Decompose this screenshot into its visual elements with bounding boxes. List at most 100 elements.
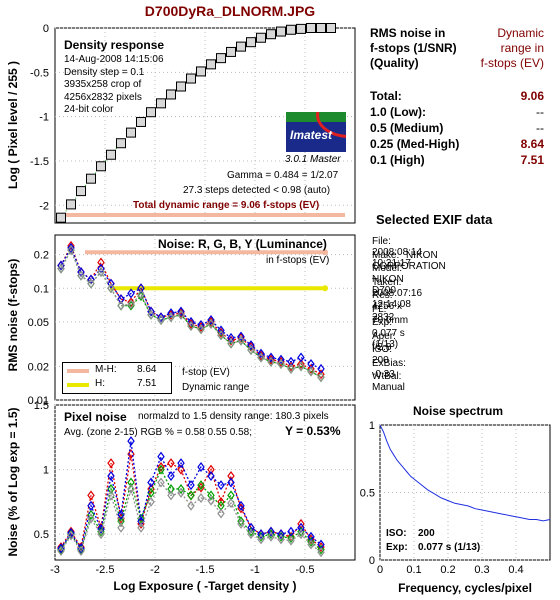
pixel-noise-x-label: Log Exposure ( -Target density ) [113,579,296,593]
noise-point-gray [287,363,295,374]
pixel-noise-avg: Avg. (zone 2-15) RGB % = 0.58 0.55 0.58; [64,427,252,438]
y-tick-label: 0 [369,555,375,567]
pixel-noise-norm: normalzd to 1.5 density range: 180.3 pix… [138,411,329,422]
pixel-noise-title: Pixel noise [64,410,127,424]
summary-row-label: 1.0 (Low): [370,105,426,119]
exif-row: Aper:f/2.8 [372,331,406,353]
density-step-point [286,24,296,35]
spectrum-marks [379,424,551,522]
exif-row: File:2008:08:14 10:21:17 [372,236,422,269]
exif-row: Res:4256 x 2832 [372,290,406,323]
pixel-point-gray [127,483,135,494]
noise-point-gray [237,335,245,346]
pixel-point-gray [227,498,235,509]
density-step-point [316,23,326,33]
pixel-noise-x-ticks: -3 -2.5 -2 -1.5 -1 -0.5 [50,564,314,576]
summary-header-right-line: range in [500,41,544,55]
pixel-point-gray [137,522,145,533]
pixel-point-red [217,496,225,507]
summary-header-right-line: Dynamic [497,26,544,40]
spectrum-x-label: Frequency, cycles/pixel [398,581,532,595]
exif-value: 70.0mm [372,314,409,326]
noise-ev-marks [57,240,325,383]
pixel-point-blue [147,477,155,488]
pixel-series-line-red [60,453,322,549]
density-step-point [126,127,136,138]
y-tick-label: 1 [369,420,375,432]
pixel-point-gray [307,539,315,550]
density-info-line: 14-Aug-2008 14:15:06 [64,54,164,65]
exif-value: 2008:08:14 10:21:17 [372,247,423,269]
density-step-point [56,212,66,223]
noise-point-gray [177,309,185,320]
density-step-point [116,138,126,149]
spectrum-y-ticks: 10.50 [360,420,375,567]
pixel-point-red [207,464,215,475]
noise-point-gray [227,338,235,349]
y-tick-label: 0 [43,23,49,35]
noise-point-blue [137,283,145,294]
exif-value: 200 [372,355,389,366]
density-step-point [196,66,206,77]
density-info-line: 4256x2832 pixels [64,91,142,103]
density-step-point [176,81,186,92]
pixel-noise-y-value: Y = 0.53% [285,424,341,438]
pixel-point-gray [237,518,245,529]
y-tick-label: 1 [43,465,49,477]
noise-point-blue [157,312,165,323]
density-step-point [136,116,146,127]
noise-point-red [307,363,315,374]
exif-key: WtBal: [372,371,402,382]
exif-row: WtBal:Manual [372,371,406,393]
spectrum-exp-value: 0.077 s (1/13) [418,542,481,553]
pixel-point-blue [107,471,115,482]
exif-value: NIKON D700 [372,274,404,296]
noise-point-gray [187,320,195,331]
density-info-line: Density step = 0.1 [64,66,145,78]
pixel-noise-y-ticks: 1.5 1 0.5 [34,400,49,541]
y-tick-label: -1.5 [30,156,49,168]
noise-point-blue [107,278,115,289]
noise-point-blue [227,332,235,343]
noise-point-gray [77,270,85,281]
pixel-point-gray [297,529,305,540]
noise-point-gray [257,352,265,363]
noise-point-gray [117,300,125,311]
exif-row: Model:NIKON D700 [372,263,406,296]
noise-point-gray [137,289,145,300]
page-title: D700DyRa_DLNORM.JPG [144,3,316,19]
summary-row-value: -- [536,105,544,119]
exif-key: Res: [372,290,393,301]
gamma-text: Gamma = 0.484 = 1/2.07 [227,170,339,181]
pixel-point-blue [87,500,95,511]
density-step-point [156,98,166,109]
pixel-series-line-green [60,468,322,552]
exif-row: Make: NIKON CORPORATION [372,250,446,272]
pixel-point-blue [297,522,305,533]
pixel-point-blue [197,462,205,472]
density-step-point [306,23,316,33]
noise-point-gray [87,278,95,289]
exif-key: ISO: [372,344,393,355]
exif-value: 2008:07:16 12:14:08 [372,287,423,310]
pixel-point-blue [277,529,285,540]
pixel-point-gray [257,534,265,545]
y-tick-label: -1 [39,112,49,124]
density-step-point [96,161,106,172]
pixel-point-gray [107,490,115,501]
dynamic-range-band-end [322,249,328,256]
pixel-point-red [227,471,235,482]
total-dr-text: Total dynamic range = 9.06 f-stops (EV) [133,200,320,211]
density-step-point [216,53,226,64]
x-tick-label: -1 [250,564,260,576]
x-tick-label: 0.2 [440,564,455,576]
x-tick-label: -3 [50,564,60,576]
pixel-point-red [67,526,75,537]
legend-mh-label: M-H: [95,364,117,375]
pixel-point-blue [117,509,125,520]
pixel-point-green [57,544,65,555]
pixel-point-red [107,458,115,469]
noise-point-gray [67,245,75,256]
noise-point-gray [217,330,225,341]
spectrum-title: Noise spectrum [412,404,504,418]
